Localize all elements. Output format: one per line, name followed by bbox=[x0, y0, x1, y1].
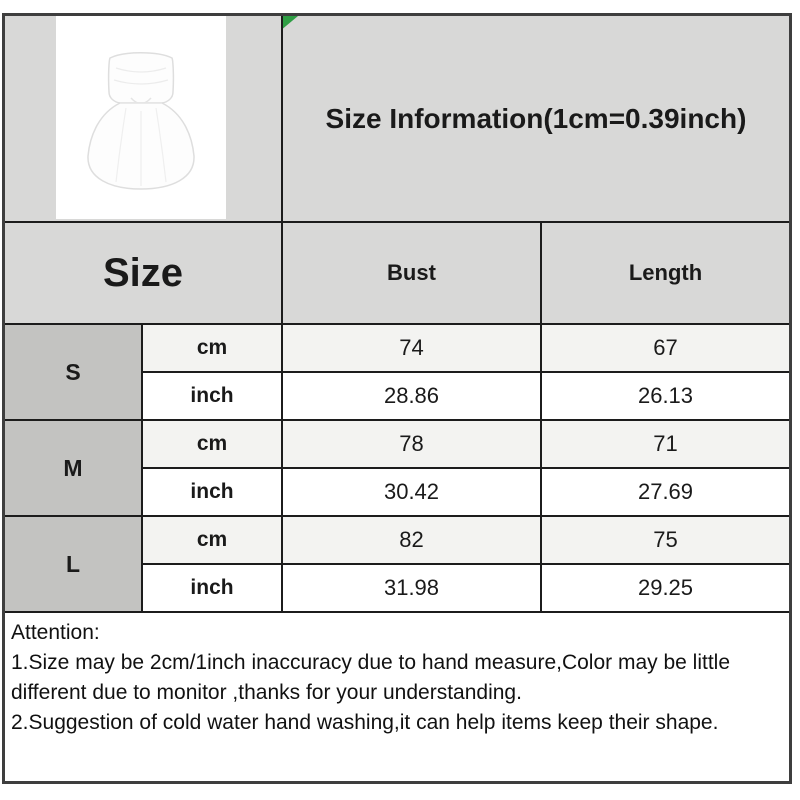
value-m-bust-inch: 30.42 bbox=[283, 469, 540, 515]
column-header-size: Size bbox=[5, 223, 281, 323]
dress-image bbox=[87, 52, 195, 190]
value-s-bust-cm: 74 bbox=[283, 325, 540, 371]
value-s-length-inch: 26.13 bbox=[542, 373, 789, 419]
unit-label-cm: cm bbox=[143, 421, 281, 467]
value-m-bust-cm: 78 bbox=[283, 421, 540, 467]
unit-label-inch: inch bbox=[143, 565, 281, 611]
attention-note-2: 2.Suggestion of cold water hand washing,… bbox=[11, 711, 719, 734]
unit-label-inch: inch bbox=[143, 469, 281, 515]
value-m-length-cm: 71 bbox=[542, 421, 789, 467]
size-chart-sheet: Size Information(1cm=0.39inch) Size Bust… bbox=[2, 13, 792, 784]
value-l-bust-cm: 82 bbox=[283, 517, 540, 563]
value-l-length-inch: 29.25 bbox=[542, 565, 789, 611]
size-label-l: L bbox=[5, 517, 141, 611]
unit-label-cm: cm bbox=[143, 517, 281, 563]
value-s-length-cm: 67 bbox=[542, 325, 789, 371]
value-l-length-cm: 75 bbox=[542, 517, 789, 563]
unit-label-inch: inch bbox=[143, 373, 281, 419]
unit-label-cm: cm bbox=[143, 325, 281, 371]
attention-note-1: 1.Size may be 2cm/1inch inaccuracy due t… bbox=[11, 651, 731, 704]
value-m-length-inch: 27.69 bbox=[542, 469, 789, 515]
green-corner-marker-icon bbox=[283, 16, 298, 31]
column-header-bust: Bust bbox=[283, 223, 540, 323]
attention-title: Attention: bbox=[11, 621, 100, 644]
size-info-title: Size Information(1cm=0.39inch) bbox=[325, 102, 747, 134]
size-label-m: M bbox=[5, 421, 141, 515]
product-photo bbox=[56, 16, 226, 219]
value-s-bust-inch: 28.86 bbox=[283, 373, 540, 419]
attention-block: Attention: 1.Size may be 2cm/1inch inacc… bbox=[5, 613, 789, 781]
column-header-length: Length bbox=[542, 223, 789, 323]
value-l-bust-inch: 31.98 bbox=[283, 565, 540, 611]
size-label-s: S bbox=[5, 325, 141, 419]
product-image-cell bbox=[5, 16, 281, 221]
size-info-header-cell: Size Information(1cm=0.39inch) bbox=[283, 16, 789, 221]
